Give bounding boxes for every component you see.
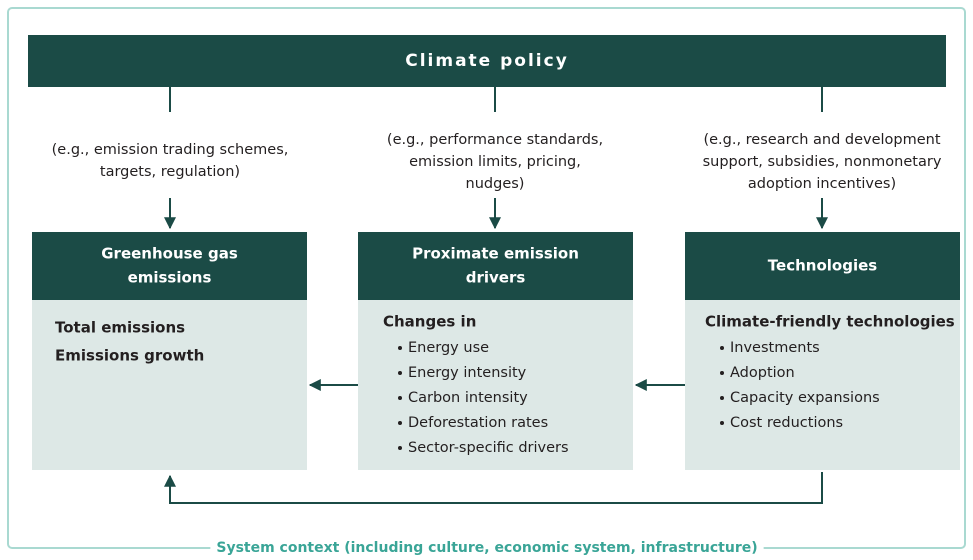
driver-item: Sector-specific drivers — [408, 440, 569, 456]
box-body — [685, 300, 960, 470]
driver-item: Deforestation rates — [408, 415, 548, 431]
box-title: Technologies — [768, 257, 877, 275]
bullet — [398, 421, 402, 425]
footer-background — [210, 538, 764, 558]
box-title: Proximate emission — [412, 245, 579, 263]
bullet — [720, 421, 724, 425]
box-header — [32, 232, 307, 300]
policy-example: (e.g., emission trading schemes, — [52, 142, 289, 158]
driver-item: Energy use — [408, 340, 489, 356]
outcome: Emissions growth — [55, 347, 204, 365]
driver-item: Capacity expansions — [730, 390, 880, 406]
box-title: emissions — [128, 269, 212, 287]
box-heading: Changes in — [383, 313, 476, 331]
bullet — [398, 346, 402, 350]
policy-example: targets, regulation) — [100, 164, 240, 180]
bullet — [720, 396, 724, 400]
box-title: Greenhouse gas — [101, 245, 238, 263]
policy-example: support, subsidies, nonmonetary — [703, 154, 942, 170]
driver-item: Adoption — [730, 365, 795, 381]
driver-item: Cost reductions — [730, 415, 843, 431]
driver-item: Energy intensity — [408, 365, 527, 381]
driver-item: Investments — [730, 340, 820, 356]
outcome: Total emissions — [55, 319, 185, 337]
bullet — [720, 346, 724, 350]
policy-example: adoption incentives) — [748, 176, 896, 192]
policy-example: (e.g., research and development — [703, 132, 940, 148]
box-body — [32, 300, 307, 470]
bullet — [398, 396, 402, 400]
box-body — [358, 300, 633, 470]
box-header — [358, 232, 633, 300]
box-header — [685, 232, 960, 300]
policy-example: (e.g., performance standards, — [387, 132, 603, 148]
box-title: drivers — [466, 269, 526, 287]
system-context: System context (including culture, econo… — [216, 540, 757, 556]
policy-title: Climate policy — [405, 51, 569, 71]
bullet — [398, 371, 402, 375]
box-heading: Climate-friendly technologies — [705, 313, 955, 331]
connectors — [164, 87, 828, 504]
policy-example: nudges) — [466, 176, 525, 192]
bullet — [720, 371, 724, 375]
policy-example: emission limits, pricing, — [409, 154, 581, 170]
bullet — [398, 446, 402, 450]
policy-bar — [28, 35, 946, 87]
driver-item: Carbon intensity — [408, 390, 528, 406]
